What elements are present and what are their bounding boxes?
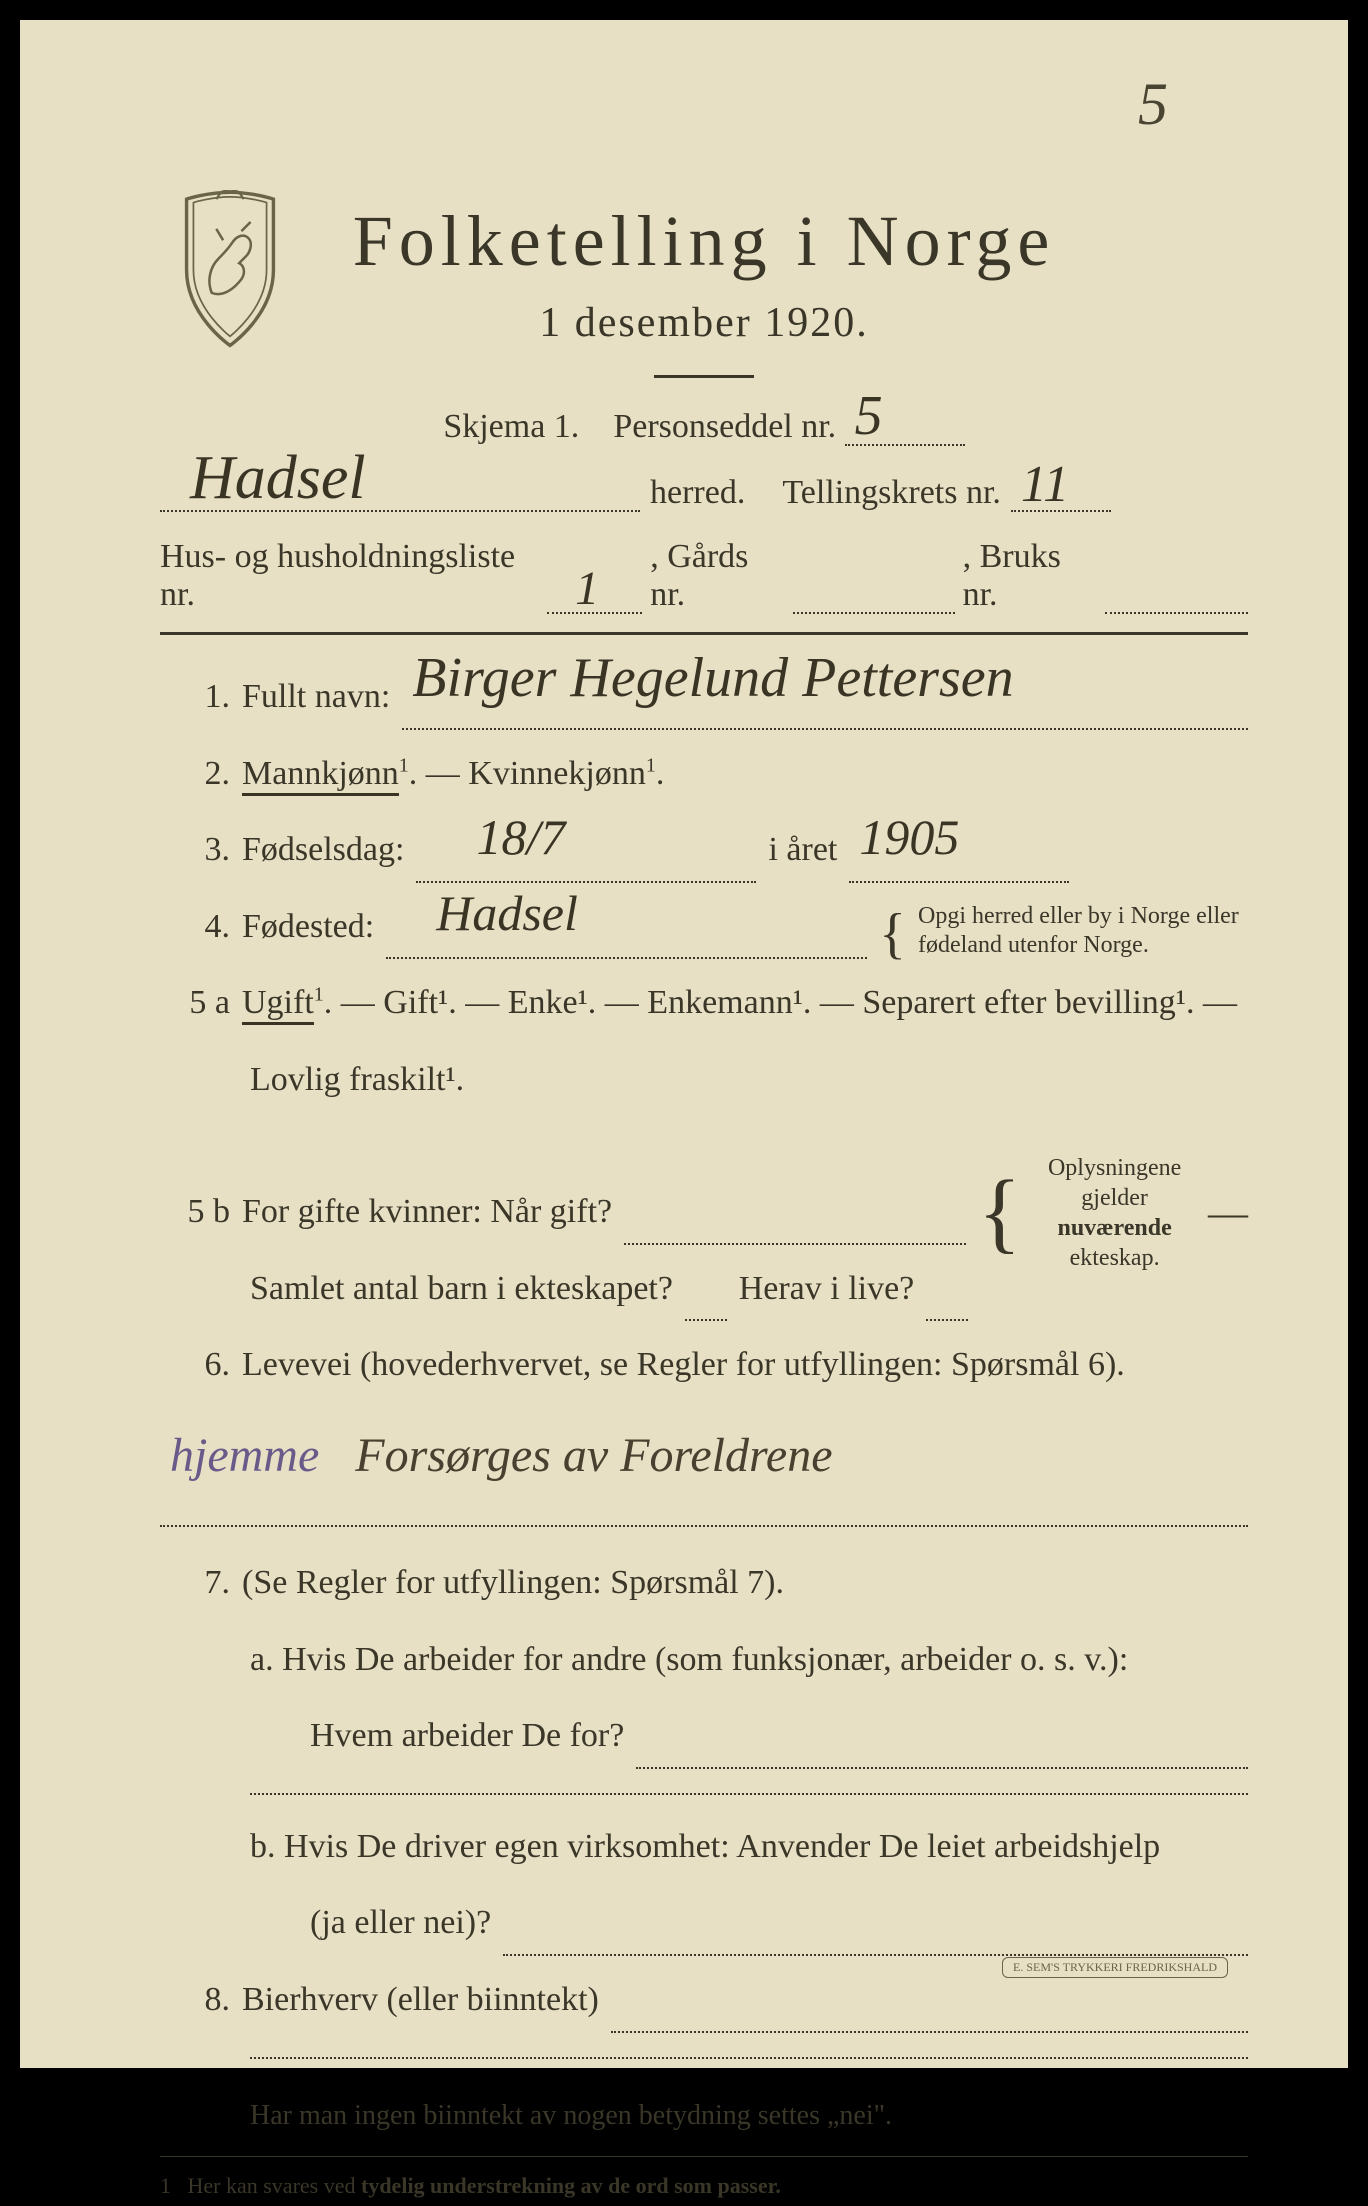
q5a-num: 5 a: [160, 971, 230, 1036]
q4-value: Hadsel: [436, 866, 578, 961]
q7a2-text: Hvem arbeider De for?: [310, 1704, 624, 1769]
q7b-text: b. Hvis De driver egen virksomhet: Anven…: [250, 1815, 1160, 1880]
title-rule: [654, 375, 754, 378]
q6-num: 6.: [160, 1333, 230, 1398]
dotted-rule: [250, 1793, 1248, 1795]
document-page: 5 Folketelling i Norge 1 desember 1920. …: [20, 20, 1348, 2068]
hus-nr: 1: [575, 561, 599, 616]
q8-label: Bierhverv (eller biinntekt): [242, 1968, 599, 2033]
q7-label: (Se Regler for utfyllingen: Spørsmål 7).: [242, 1551, 784, 1616]
q4-note: Opgi herred eller by i Norge eller fødel…: [918, 902, 1248, 960]
printer-stamp: E. SEM'S TRYKKERI FREDRIKSHALD: [1002, 1957, 1228, 1978]
herred-value: Hadsel: [190, 443, 366, 514]
q5b-line2a: Samlet antal barn i ekteskapet?: [250, 1257, 673, 1322]
q7a2-row: Hvem arbeider De for?: [310, 1704, 1248, 1769]
q7-row: 7. (Se Regler for utfyllingen: Spørsmål …: [160, 1551, 1248, 1616]
q5a-row2: Lovlig fraskilt¹.: [250, 1048, 1248, 1113]
q5a-row: 5 a Ugift1. — Gift¹. — Enke¹. — Enkemann…: [160, 971, 1248, 1036]
q7a-row: a. Hvis De arbeider for andre (som funks…: [250, 1628, 1248, 1693]
q5b-label: For gifte kvinner: Når gift?: [242, 1180, 612, 1245]
q3-year: 1905: [859, 790, 959, 885]
hus-line: Hus- og husholdningsliste nr. 1 , Gårds …: [160, 538, 1248, 614]
q6-hand1: hjemme: [170, 1429, 319, 1482]
q2-row: 2. Mannkjønn1. — Kvinnekjønn1.: [160, 742, 1248, 807]
tellingskrets-nr: 11: [1021, 455, 1069, 514]
personseddel-nr: 5: [855, 384, 883, 448]
footnote: 1 Her kan svares ved tydelig understrekn…: [160, 2156, 1248, 2206]
q1-num: 1.: [160, 665, 230, 730]
q4-label: Fødested:: [242, 895, 374, 960]
q5b-line2b: Herav i live?: [739, 1257, 915, 1322]
q7b2-row: (ja eller nei)?: [310, 1891, 1248, 1956]
dotted-rule: [160, 1525, 1248, 1527]
brace-icon: {: [879, 909, 906, 959]
q6-hand2: Forsørges av Foreldrene: [355, 1429, 832, 1482]
q6-row: 6. Levevei (hovederhvervet, se Regler fo…: [160, 1333, 1248, 1398]
q8-num: 8.: [160, 1968, 230, 2033]
footer-note: Har man ingen biinntekt av nogen betydni…: [250, 2089, 1248, 2142]
dotted-rule: [250, 2057, 1248, 2059]
q5b-row2: Samlet antal barn i ekteskapet? Herav i …: [250, 1257, 968, 1322]
q1-value: Birger Hegelund Pettersen: [412, 625, 1013, 731]
q6-label: Levevei (hovederhvervet, se Regler for u…: [242, 1333, 1125, 1398]
q6-handwritten: hjemme Forsørges av Foreldrene: [170, 1410, 1248, 1501]
q5a-text: Ugift1. — Gift¹. — Enke¹. — Enkemann¹. —…: [242, 971, 1237, 1036]
q5b-row: 5 b For gifte kvinner: Når gift? { Oplys…: [160, 1125, 1248, 1245]
main-title: Folketelling i Norge: [160, 200, 1248, 283]
hus-label: Hus- og husholdningsliste nr.: [160, 538, 539, 614]
skjema-line: Skjema 1. Personseddel nr. 5: [160, 408, 1248, 446]
q1-row: 1. Fullt navn: Birger Hegelund Pettersen: [160, 665, 1248, 730]
bruks-label: , Bruks nr.: [963, 538, 1098, 614]
title-block: Folketelling i Norge 1 desember 1920.: [160, 200, 1248, 378]
q7-num: 7.: [160, 1551, 230, 1616]
brace-icon: {: [978, 1172, 1021, 1253]
q1-label: Fullt navn:: [242, 665, 390, 730]
tellingskrets-label: Tellingskrets nr.: [782, 474, 1001, 512]
herred-label: herred.: [650, 474, 745, 512]
q2-mann: Mannkjønn: [242, 755, 399, 796]
q3-row: 3. Fødselsdag: 18/7 i året 1905: [160, 818, 1248, 883]
q5a-line2: Lovlig fraskilt¹.: [250, 1048, 464, 1113]
coat-of-arms-icon: [170, 190, 290, 350]
q5b-num: 5 b: [160, 1180, 230, 1245]
subtitle: 1 desember 1920.: [160, 299, 1248, 347]
q7b-row: b. Hvis De driver egen virksomhet: Anven…: [250, 1815, 1248, 1880]
skjema-label: Skjema 1.: [443, 408, 579, 445]
q3-mid: i året: [768, 818, 837, 883]
q3-num: 3.: [160, 818, 230, 883]
q5b-note-block: { Oplysningene gjelder nuværende ekteska…: [978, 1153, 1248, 1273]
q2-num: 2.: [160, 742, 230, 807]
personseddel-label: Personseddel nr.: [613, 408, 836, 445]
gards-label: , Gårds nr.: [650, 538, 785, 614]
q4-num: 4.: [160, 895, 230, 960]
page-number-handwritten: 5: [1138, 70, 1168, 139]
q4-row: 4. Fødested: Hadsel { Opgi herred eller …: [160, 895, 1248, 960]
herred-line: Hadsel herred. Tellingskrets nr. 11: [160, 474, 1248, 512]
q7b2-text: (ja eller nei)?: [310, 1891, 491, 1956]
q5b-note: Oplysningene gjelder nuværende ekteskap.: [1027, 1153, 1202, 1273]
q2-text: Mannkjønn1. — Kvinnekjønn1.: [242, 742, 664, 807]
q3-label: Fødselsdag:: [242, 818, 404, 883]
q7a-text: a. Hvis De arbeider for andre (som funks…: [250, 1628, 1128, 1693]
